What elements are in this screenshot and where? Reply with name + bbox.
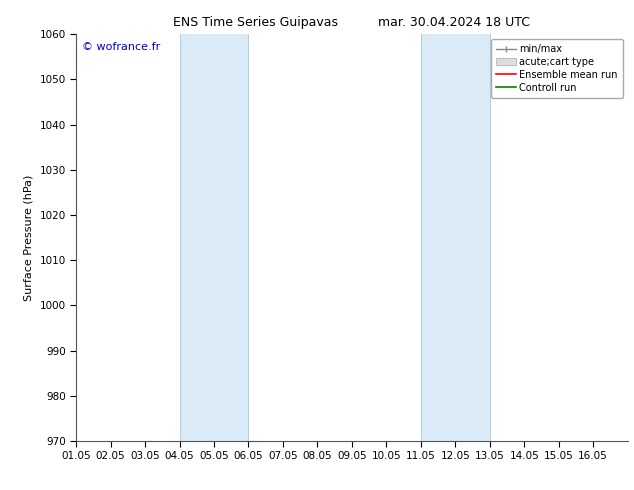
Bar: [179, 34, 249, 441]
Bar: [421, 34, 489, 441]
Title: ENS Time Series Guipavas          mar. 30.04.2024 18 UTC: ENS Time Series Guipavas mar. 30.04.2024…: [173, 16, 531, 29]
Legend: min/max, acute;cart type, Ensemble mean run, Controll run: min/max, acute;cart type, Ensemble mean …: [491, 39, 623, 98]
Y-axis label: Surface Pressure (hPa): Surface Pressure (hPa): [24, 174, 34, 301]
Text: © wofrance.fr: © wofrance.fr: [82, 43, 160, 52]
